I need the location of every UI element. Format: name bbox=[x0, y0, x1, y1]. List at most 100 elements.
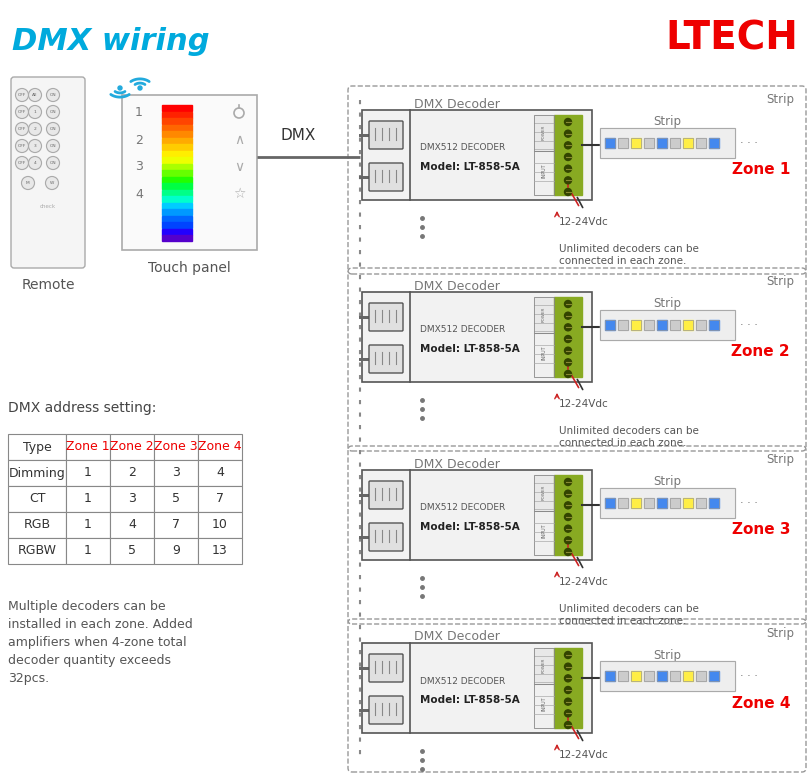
Bar bbox=[198, 512, 242, 538]
Bar bbox=[644, 138, 654, 148]
Bar bbox=[534, 511, 554, 555]
Bar bbox=[631, 320, 641, 330]
Text: ∨: ∨ bbox=[234, 160, 244, 174]
Text: ON: ON bbox=[49, 144, 57, 148]
Bar bbox=[162, 209, 192, 215]
Text: 3: 3 bbox=[135, 160, 143, 173]
Text: Remote: Remote bbox=[21, 278, 75, 292]
FancyBboxPatch shape bbox=[11, 77, 85, 268]
Bar bbox=[198, 434, 242, 460]
Text: 7: 7 bbox=[216, 492, 224, 505]
Bar bbox=[198, 460, 242, 486]
Bar bbox=[534, 475, 554, 511]
Text: DMX: DMX bbox=[280, 128, 316, 143]
Text: 3: 3 bbox=[34, 144, 36, 148]
Bar bbox=[709, 671, 719, 681]
Bar bbox=[162, 150, 192, 156]
Circle shape bbox=[565, 312, 572, 319]
Bar bbox=[534, 333, 554, 377]
Circle shape bbox=[565, 537, 572, 544]
Bar bbox=[534, 297, 554, 333]
Bar bbox=[605, 671, 615, 681]
Circle shape bbox=[565, 490, 572, 497]
Bar bbox=[534, 684, 554, 728]
Bar bbox=[8, 434, 66, 460]
Text: Zone 3: Zone 3 bbox=[731, 522, 790, 537]
Bar bbox=[657, 498, 667, 508]
Bar bbox=[162, 131, 192, 137]
FancyBboxPatch shape bbox=[369, 163, 403, 191]
Circle shape bbox=[15, 139, 28, 152]
Text: check: check bbox=[40, 204, 56, 210]
Bar bbox=[683, 498, 693, 508]
FancyBboxPatch shape bbox=[369, 523, 403, 551]
Circle shape bbox=[565, 324, 572, 330]
Text: DMX512 DECODER: DMX512 DECODER bbox=[420, 676, 505, 686]
Text: DMX Decoder: DMX Decoder bbox=[414, 457, 500, 471]
Bar bbox=[670, 138, 680, 148]
Bar bbox=[110, 512, 154, 538]
Bar bbox=[605, 671, 615, 681]
Text: Strip: Strip bbox=[654, 475, 681, 488]
Text: POWER: POWER bbox=[542, 125, 546, 140]
Bar bbox=[110, 486, 154, 512]
Bar bbox=[670, 498, 680, 508]
Bar bbox=[162, 228, 192, 235]
Bar bbox=[631, 320, 641, 330]
FancyBboxPatch shape bbox=[369, 121, 403, 149]
Text: W: W bbox=[49, 181, 54, 185]
Text: 1: 1 bbox=[34, 110, 36, 114]
Text: RGB: RGB bbox=[23, 519, 50, 532]
Bar bbox=[154, 512, 198, 538]
Bar bbox=[657, 671, 667, 681]
Text: DMX512 DECODER: DMX512 DECODER bbox=[420, 143, 505, 152]
Circle shape bbox=[565, 335, 572, 343]
Circle shape bbox=[565, 513, 572, 520]
Circle shape bbox=[28, 139, 41, 152]
Bar bbox=[670, 671, 680, 681]
Bar bbox=[605, 138, 615, 148]
Text: DMX Decoder: DMX Decoder bbox=[414, 98, 500, 111]
Bar bbox=[644, 671, 654, 681]
Bar bbox=[631, 671, 641, 681]
Text: Strip: Strip bbox=[654, 649, 681, 662]
Bar bbox=[154, 538, 198, 564]
Text: 1: 1 bbox=[84, 519, 92, 532]
Text: Zone 4: Zone 4 bbox=[731, 696, 790, 711]
Bar bbox=[644, 138, 654, 148]
Bar bbox=[600, 310, 735, 340]
Bar bbox=[696, 138, 706, 148]
Text: 12-24Vdc: 12-24Vdc bbox=[559, 750, 609, 760]
Bar bbox=[162, 125, 192, 131]
Text: 1: 1 bbox=[135, 107, 143, 119]
Text: 4: 4 bbox=[135, 187, 143, 200]
Bar bbox=[644, 498, 654, 508]
Circle shape bbox=[565, 652, 572, 659]
Text: Strip: Strip bbox=[654, 115, 681, 128]
Circle shape bbox=[565, 130, 572, 137]
Bar bbox=[605, 498, 615, 508]
Circle shape bbox=[565, 526, 572, 533]
Bar bbox=[657, 320, 667, 330]
Text: 1: 1 bbox=[84, 492, 92, 505]
Bar bbox=[534, 115, 554, 151]
Text: Zone 1: Zone 1 bbox=[66, 440, 110, 454]
Text: OFF: OFF bbox=[18, 127, 26, 131]
Bar bbox=[709, 498, 719, 508]
Circle shape bbox=[565, 698, 572, 705]
Bar bbox=[534, 151, 554, 195]
Bar bbox=[683, 671, 693, 681]
Bar bbox=[657, 138, 667, 148]
Text: Unlimited decoders can be
connected in each zone.: Unlimited decoders can be connected in e… bbox=[559, 244, 699, 265]
Text: · · ·: · · · bbox=[740, 320, 758, 330]
Text: 9: 9 bbox=[172, 544, 180, 557]
Circle shape bbox=[565, 300, 572, 307]
Bar bbox=[670, 320, 680, 330]
Bar bbox=[554, 297, 582, 377]
Text: Type: Type bbox=[23, 440, 51, 454]
Circle shape bbox=[565, 118, 572, 125]
Bar bbox=[162, 235, 192, 241]
Text: Strip: Strip bbox=[654, 297, 681, 310]
Bar bbox=[66, 538, 110, 564]
Circle shape bbox=[565, 348, 572, 354]
